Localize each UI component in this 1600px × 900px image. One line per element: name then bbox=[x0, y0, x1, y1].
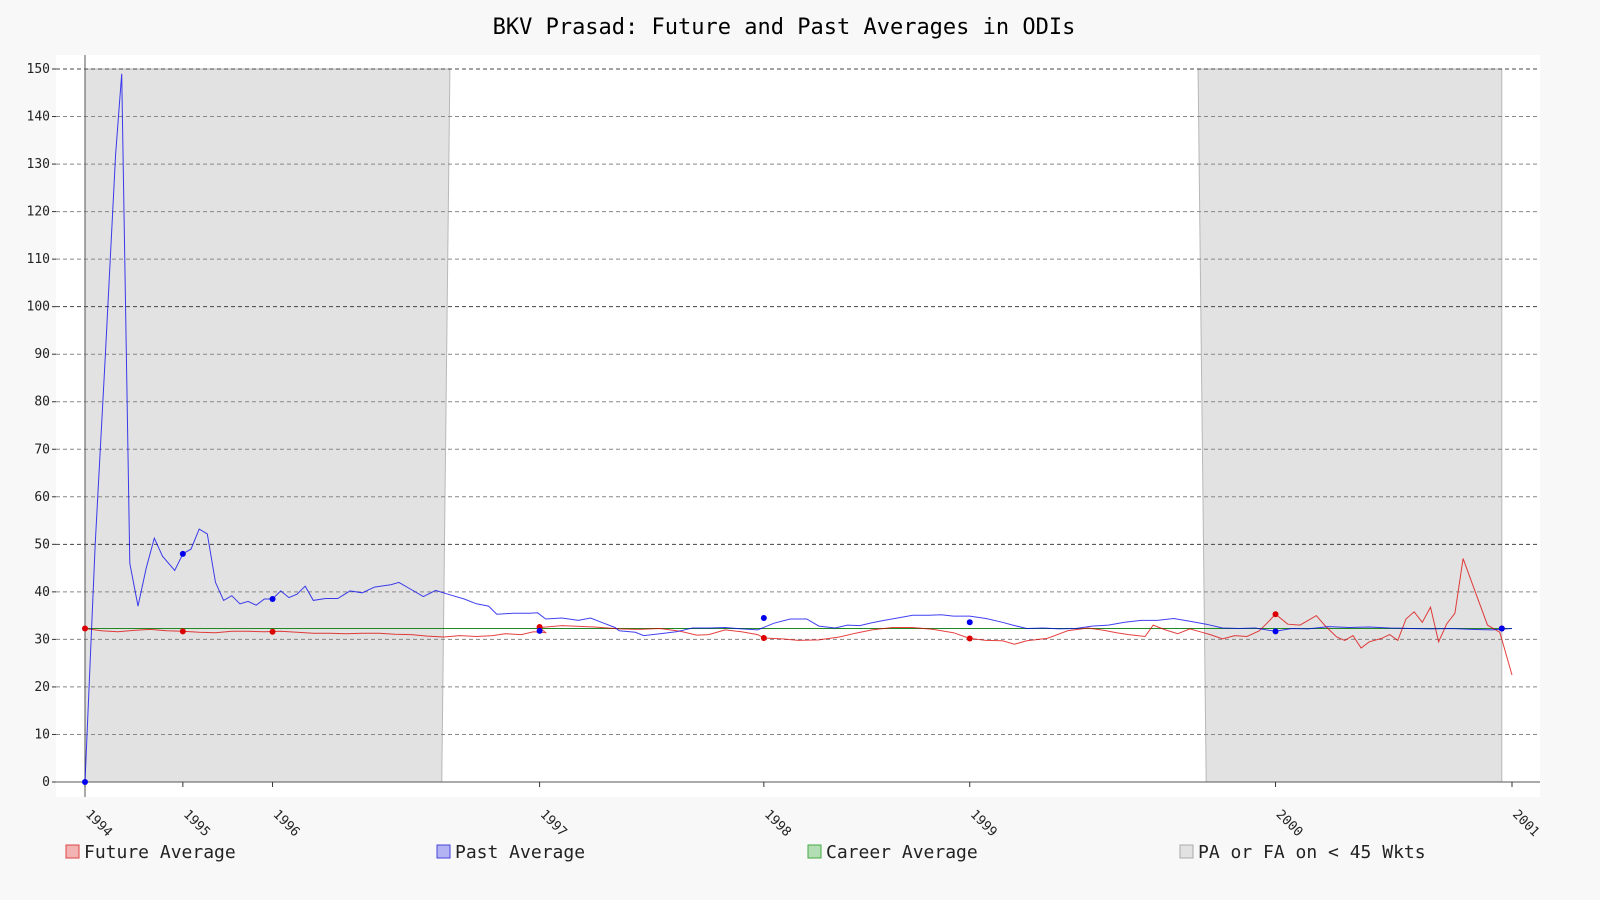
ytick-label-150: 150 bbox=[27, 62, 50, 77]
xtick-label-2001: 2001 bbox=[1509, 807, 1542, 840]
ytick-label-0: 0 bbox=[42, 775, 50, 790]
future-average-point-1 bbox=[82, 625, 88, 632]
past-average-point-8 bbox=[1498, 625, 1505, 632]
legend-label-3: Career Average bbox=[826, 842, 978, 863]
xtick-label-1998: 1998 bbox=[761, 807, 794, 840]
legend-label-2: Past Average bbox=[455, 842, 585, 863]
past-average-point-4 bbox=[536, 627, 543, 634]
ytick-label-70: 70 bbox=[34, 442, 50, 457]
ytick-label-110: 110 bbox=[27, 252, 50, 267]
ytick-label-60: 60 bbox=[34, 490, 50, 505]
ytick-label-10: 10 bbox=[34, 727, 50, 742]
past-average-point-3 bbox=[269, 595, 276, 602]
grid-lines bbox=[52, 68, 1540, 783]
chart-svg: BKV Prasad: Future and Past Averages in … bbox=[27, 15, 1542, 863]
legend-label-1: Future Average bbox=[84, 842, 236, 863]
ytick-label-80: 80 bbox=[34, 395, 50, 410]
future-average-point-2 bbox=[179, 628, 186, 635]
series-markers bbox=[82, 550, 1505, 785]
legend: Future Average Past Average Career Average… bbox=[65, 842, 1426, 863]
future-average-point-6 bbox=[966, 635, 973, 642]
past-average-point-6 bbox=[966, 619, 973, 626]
legend-swatch-3 bbox=[807, 844, 822, 859]
xtick-label-2000: 2000 bbox=[1273, 807, 1306, 840]
legend-swatch-4 bbox=[1179, 844, 1194, 859]
ytick-label-40: 40 bbox=[34, 585, 50, 600]
legend-label-4: PA or FA on < 45 Wkts bbox=[1198, 842, 1426, 863]
chart-title: BKV Prasad: Future and Past Averages in … bbox=[493, 15, 1076, 40]
past-average-point-7 bbox=[1272, 628, 1279, 635]
ytick-label-30: 30 bbox=[34, 632, 50, 647]
future-average-point-7 bbox=[1272, 611, 1279, 618]
past-average-line bbox=[84, 73, 1513, 783]
low-wicket-shading bbox=[84, 68, 1503, 783]
past-average-point-5 bbox=[760, 615, 767, 622]
xtick-label-1995: 1995 bbox=[180, 807, 213, 840]
axes bbox=[56, 55, 1540, 797]
xtick-label-1999: 1999 bbox=[967, 807, 1000, 840]
ytick-label-90: 90 bbox=[34, 347, 50, 362]
legend-swatch-1 bbox=[65, 844, 80, 859]
y-tick-labels: 0 10 20 30 40 50 60 70 80 90 100 110 120 130 140 150 bbox=[27, 62, 50, 790]
shaded-region-2 bbox=[1197, 68, 1503, 783]
ytick-label-140: 140 bbox=[27, 110, 50, 125]
ytick-label-100: 100 bbox=[27, 300, 50, 315]
past-average-point-2 bbox=[179, 550, 186, 557]
future-average-line bbox=[84, 558, 1513, 676]
ytick-label-50: 50 bbox=[34, 537, 50, 552]
ytick-label-120: 120 bbox=[27, 205, 50, 220]
ytick-label-130: 130 bbox=[27, 157, 50, 172]
future-average-point-5 bbox=[760, 634, 767, 641]
future-average-point-3 bbox=[269, 628, 276, 635]
series-lines bbox=[84, 73, 1513, 783]
past-average-point-1 bbox=[82, 779, 88, 785]
legend-swatch-2 bbox=[436, 844, 451, 859]
ytick-label-20: 20 bbox=[34, 680, 50, 695]
xtick-label-1996: 1996 bbox=[270, 807, 303, 840]
xtick-label-1994: 1994 bbox=[82, 807, 115, 840]
xtick-label-1997: 1997 bbox=[537, 807, 570, 840]
shaded-region-1 bbox=[84, 68, 451, 783]
